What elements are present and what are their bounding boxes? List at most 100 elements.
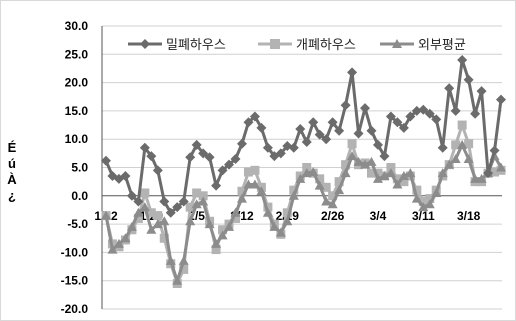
data-point	[191, 139, 202, 150]
data-point	[470, 108, 481, 119]
data-point	[185, 216, 196, 226]
data-point	[198, 191, 208, 201]
data-point	[217, 165, 228, 176]
data-point	[211, 238, 222, 248]
data-point	[146, 208, 156, 218]
data-point	[347, 139, 357, 149]
data-point	[450, 105, 461, 116]
data-point	[392, 117, 403, 128]
data-point	[204, 219, 215, 229]
data-point	[113, 238, 124, 248]
data-point	[302, 163, 312, 172]
data-point	[198, 148, 209, 159]
data-point	[412, 185, 422, 195]
data-point	[204, 152, 215, 163]
data-point	[152, 165, 163, 176]
data-point	[398, 170, 409, 180]
y-tick-label: 0.0	[71, 189, 88, 203]
data-point	[301, 137, 312, 148]
data-point	[437, 168, 448, 178]
data-point	[101, 155, 111, 166]
data-point	[224, 221, 235, 231]
data-point	[437, 142, 448, 153]
data-point	[250, 165, 260, 175]
y-tick-label: -15.0	[61, 274, 89, 288]
data-point	[243, 167, 253, 177]
data-point	[308, 117, 319, 128]
y-label-char: À	[7, 172, 17, 187]
data-point	[424, 108, 435, 119]
data-point	[347, 151, 358, 161]
y-label-char: É	[8, 140, 17, 155]
data-point	[172, 202, 183, 213]
data-point	[295, 173, 306, 183]
data-point	[269, 221, 280, 231]
data-point	[424, 199, 435, 209]
legend-marker	[140, 39, 150, 49]
data-point	[224, 159, 235, 170]
data-point	[217, 230, 228, 240]
data-point	[185, 202, 195, 212]
data-point	[179, 264, 189, 274]
data-point	[385, 168, 396, 178]
data-point	[101, 210, 111, 220]
data-point	[153, 211, 163, 221]
data-point	[236, 193, 247, 203]
data-point	[159, 216, 170, 226]
data-point	[321, 182, 331, 192]
y-axis-label: ÉúÀ¿	[7, 140, 17, 203]
data-point	[340, 168, 351, 178]
data-point	[107, 244, 118, 254]
data-point	[360, 103, 371, 114]
legend-label: 밀폐하우스	[166, 38, 226, 53]
gridlines	[102, 25, 502, 310]
data-point	[198, 196, 209, 206]
data-point	[126, 190, 137, 201]
data-point	[159, 233, 169, 243]
data-point	[347, 67, 358, 78]
data-point	[243, 117, 254, 128]
data-point	[243, 179, 254, 189]
legend-marker	[270, 39, 280, 49]
data-point	[451, 140, 461, 150]
data-point	[178, 255, 189, 265]
data-point	[218, 225, 228, 235]
y-tick-label: 10.0	[65, 132, 89, 146]
x-tick-label: 3/11	[412, 209, 435, 223]
data-point	[489, 145, 500, 156]
data-point	[327, 199, 338, 209]
data-point	[192, 188, 202, 198]
data-point	[496, 162, 506, 172]
data-point	[405, 168, 416, 178]
legend-item: 개폐하우스	[258, 38, 356, 53]
data-point	[457, 54, 468, 65]
y-label-char: ú	[8, 156, 16, 171]
data-point	[172, 275, 183, 285]
data-point	[230, 207, 241, 217]
data-point	[249, 111, 260, 122]
data-point	[231, 213, 241, 223]
data-point	[288, 142, 299, 153]
data-point	[282, 208, 292, 218]
data-point	[450, 154, 461, 164]
y-tick-label: 15.0	[65, 104, 89, 118]
data-point	[315, 174, 325, 184]
data-point	[490, 167, 500, 177]
data-point	[483, 168, 494, 179]
data-point	[211, 245, 221, 255]
data-point	[321, 196, 332, 206]
data-point	[126, 221, 137, 231]
y-tick-label: -10.0	[61, 245, 89, 259]
data-point	[185, 152, 196, 163]
data-point	[275, 148, 286, 159]
legend-label: 개폐하우스	[296, 38, 356, 53]
data-point	[392, 179, 403, 189]
data-point	[366, 156, 377, 166]
legend-label: 외부평균	[418, 38, 466, 53]
data-point	[463, 154, 474, 164]
data-point	[385, 111, 396, 122]
data-point	[230, 154, 241, 165]
y-tick-label: 25.0	[65, 47, 89, 61]
data-point	[470, 173, 481, 183]
